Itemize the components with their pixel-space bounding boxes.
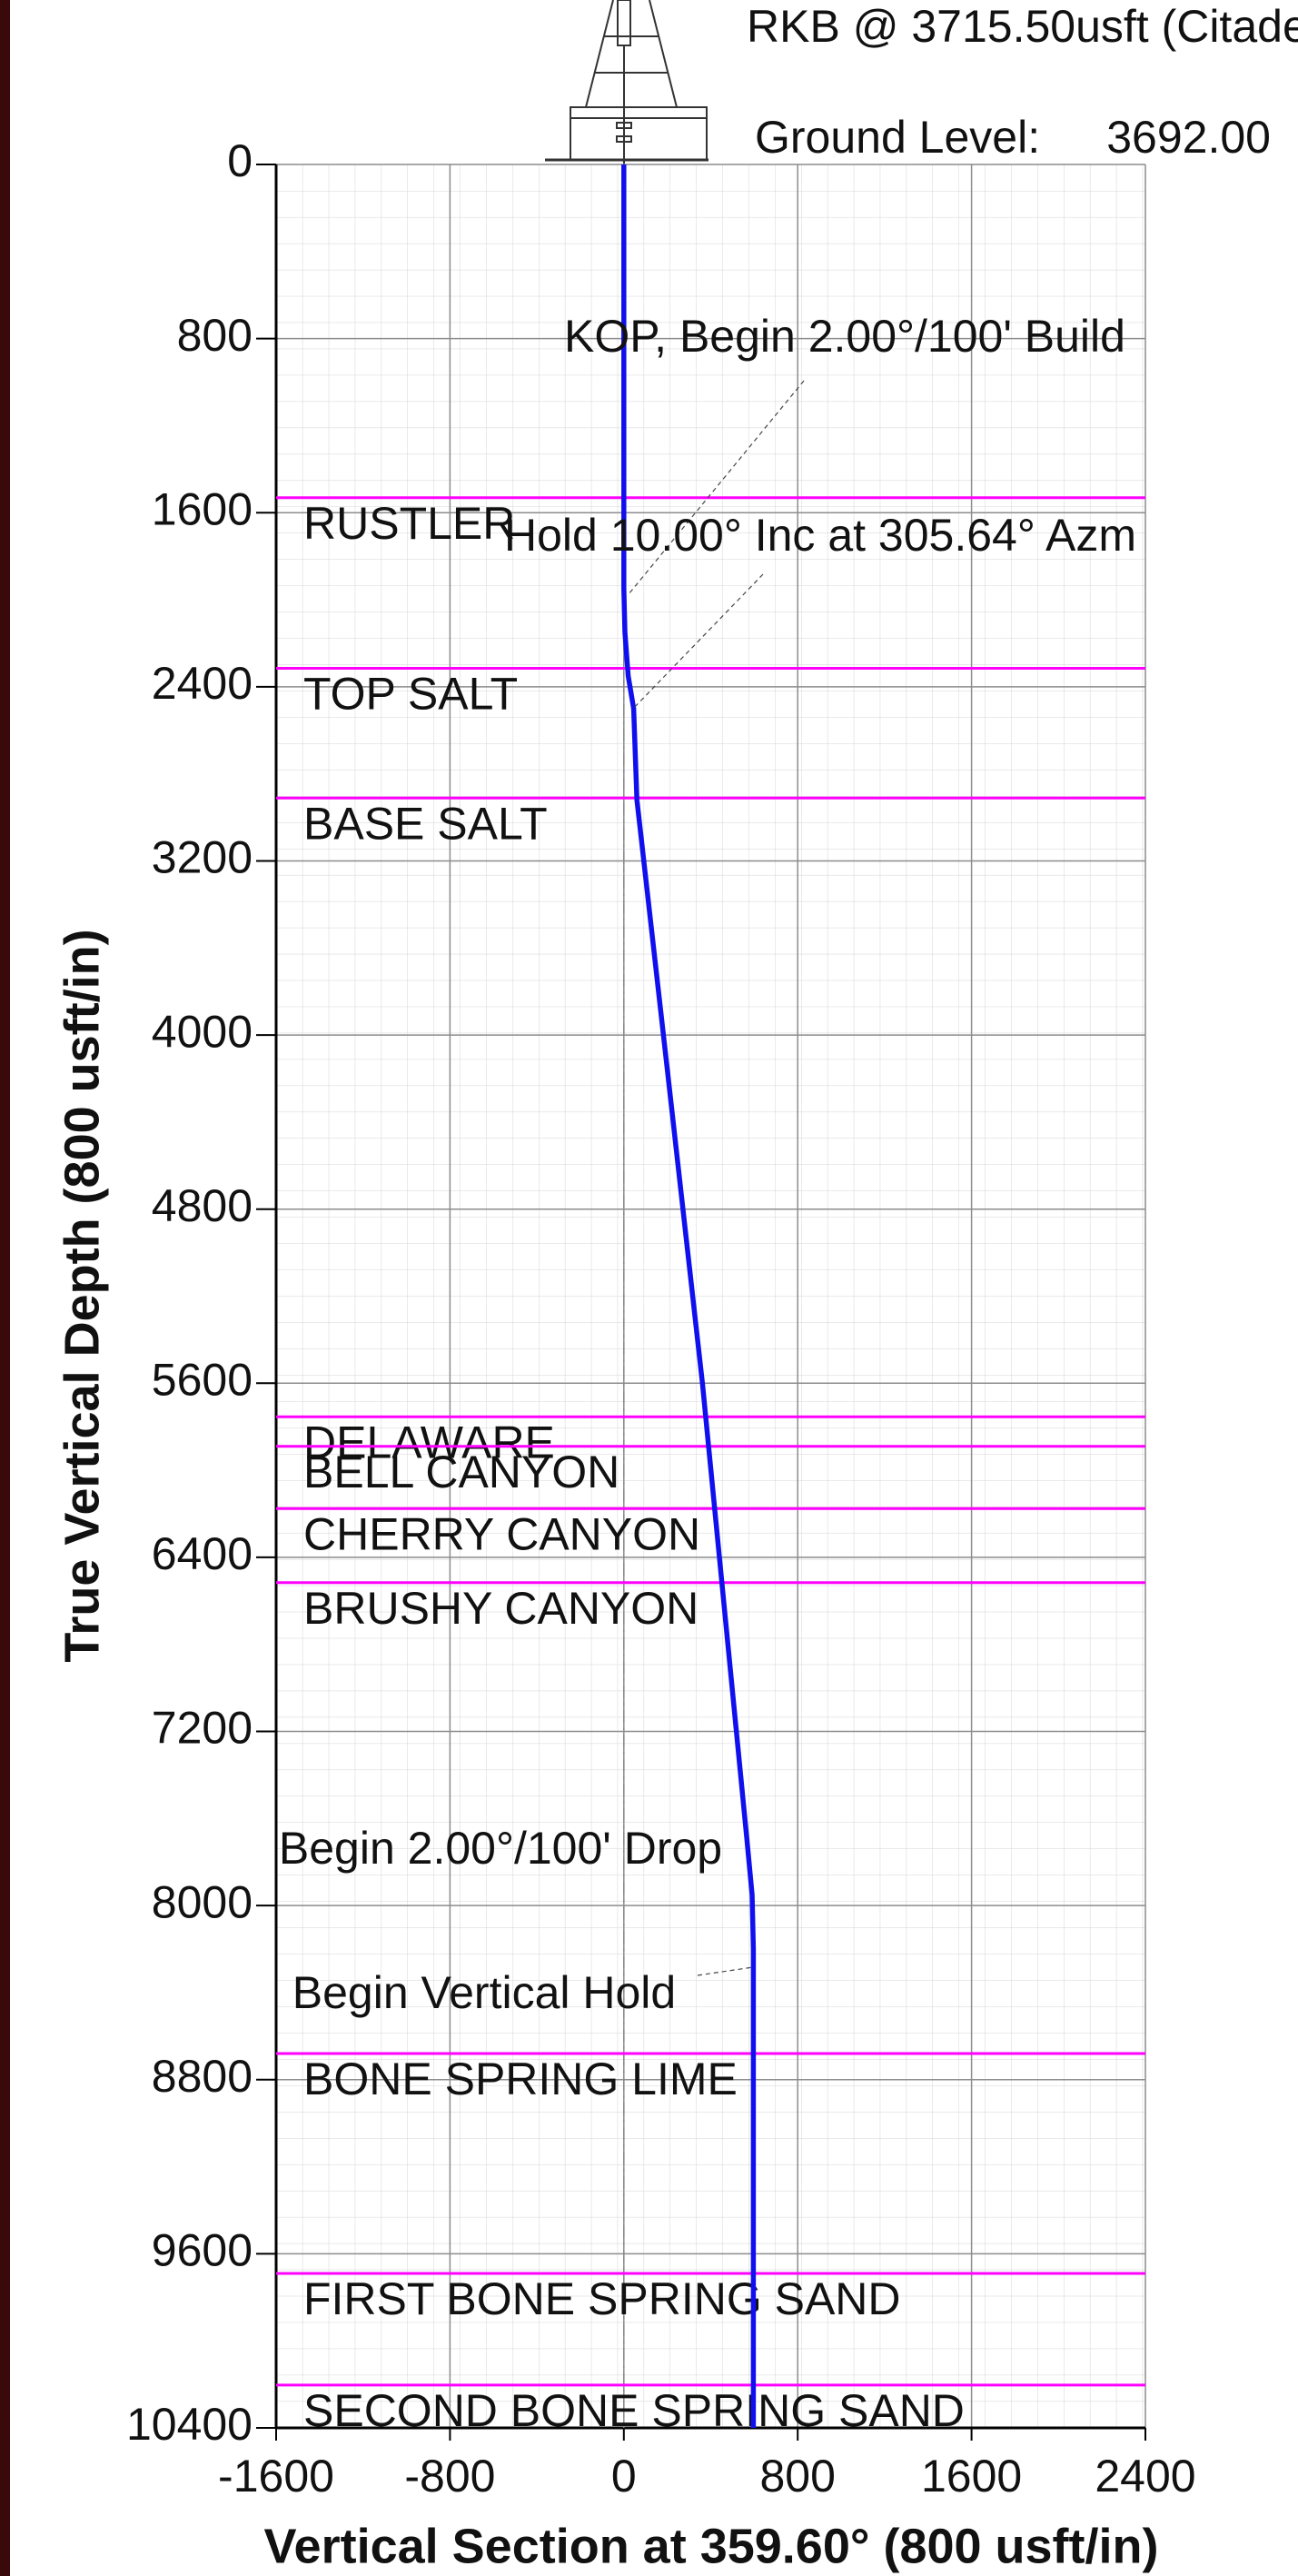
y-tick-label: 9600 bbox=[152, 2225, 253, 2276]
formation-label: RUSTLER bbox=[303, 498, 515, 549]
x-tick-label: 2400 bbox=[1095, 2451, 1195, 2501]
y-tick-label: 7200 bbox=[152, 1703, 253, 1754]
leader-line bbox=[631, 573, 764, 711]
formation-label: DELAWARE bbox=[303, 1417, 555, 1467]
annotation: KOP, Begin 2.00°/100' Build bbox=[564, 311, 1125, 362]
page-border bbox=[0, 0, 10, 2576]
y-tick-label: 0 bbox=[227, 135, 253, 186]
y-tick-label: 6400 bbox=[152, 1528, 253, 1579]
y-tick-label: 5600 bbox=[152, 1355, 253, 1406]
formation-label: FIRST BONE SPRING SAND bbox=[303, 2273, 901, 2324]
formation-label: BELL CANYON bbox=[303, 1447, 619, 1497]
formation-label: BRUSHY CANYON bbox=[303, 1583, 699, 1634]
y-tick-label: 1600 bbox=[152, 483, 253, 534]
x-tick-label: -800 bbox=[404, 2451, 495, 2501]
formation-label: BASE SALT bbox=[303, 798, 548, 849]
ground-level-label: Ground Level: bbox=[755, 112, 1040, 163]
annotation: Begin Vertical Hold bbox=[292, 1967, 676, 2018]
y-tick-label: 10400 bbox=[126, 2399, 253, 2450]
rkb-label: RKB @ 3715.50usft (Citadel 4) bbox=[747, 1, 1298, 52]
y-tick-label: 2400 bbox=[152, 658, 253, 709]
x-tick-label: 0 bbox=[611, 2451, 637, 2501]
x-tick-label: 1600 bbox=[921, 2451, 1022, 2501]
derrick bbox=[545, 0, 708, 164]
x-tick-label: -1600 bbox=[218, 2451, 334, 2501]
leader-line bbox=[697, 1966, 754, 1976]
y-tick-label: 800 bbox=[177, 310, 253, 361]
y-tick-label: 8800 bbox=[152, 2051, 253, 2102]
annotation: Hold 10.00° Inc at 305.64° Azm bbox=[504, 510, 1136, 561]
y-tick-label: 8000 bbox=[152, 1876, 253, 1927]
y-tick-label: 4800 bbox=[152, 1180, 253, 1231]
x-tick-label: 800 bbox=[759, 2451, 835, 2501]
formation-label: SECOND BONE SPRING SAND bbox=[303, 2385, 965, 2436]
y-tick-label: 4000 bbox=[152, 1006, 253, 1057]
formation-label: CHERRY CANYON bbox=[303, 1508, 700, 1559]
x-axis-title: Vertical Section at 359.60° (800 usft/in… bbox=[264, 2519, 1159, 2573]
y-tick-label: 3200 bbox=[152, 832, 253, 883]
minor-grid bbox=[276, 164, 1145, 2428]
leader-line bbox=[628, 380, 805, 595]
annotation: Begin 2.00°/100' Drop bbox=[279, 1823, 722, 1874]
ground-level-value: 3692.00 bbox=[1106, 112, 1271, 163]
trajectory bbox=[621, 164, 757, 2428]
y-axis-title: True Vertical Depth (800 usft/in) bbox=[54, 929, 109, 1662]
formation-label: TOP SALT bbox=[303, 669, 518, 720]
formation-label: BONE SPRING LIME bbox=[303, 2054, 738, 2104]
